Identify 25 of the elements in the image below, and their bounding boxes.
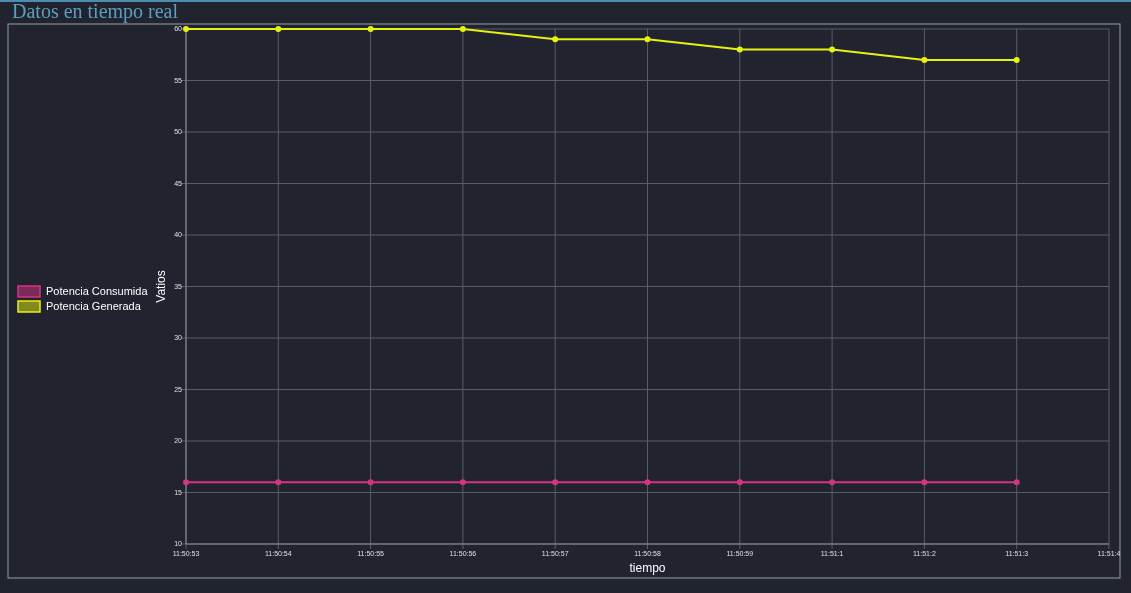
point	[1013, 56, 1020, 63]
legend-label: Potencia Consumida	[46, 285, 149, 297]
point	[459, 479, 466, 486]
point	[275, 479, 282, 486]
point	[275, 26, 282, 32]
legend-label: Potencia Generada	[46, 300, 142, 312]
point	[367, 26, 374, 32]
point	[183, 26, 189, 32]
point	[921, 56, 928, 63]
point	[829, 46, 836, 53]
point	[736, 46, 743, 53]
point	[644, 479, 651, 486]
point	[183, 479, 189, 486]
point	[459, 26, 466, 32]
chart-title: Datos en tiempo real	[12, 0, 179, 23]
point	[921, 479, 928, 486]
y-axis-title: Vatios	[154, 270, 168, 303]
point	[829, 479, 836, 486]
x-axis-title: tiempo	[629, 561, 666, 575]
point	[644, 36, 651, 43]
point	[367, 479, 374, 486]
point	[552, 479, 559, 486]
point	[1013, 479, 1020, 486]
point	[736, 479, 743, 486]
point	[552, 36, 559, 43]
